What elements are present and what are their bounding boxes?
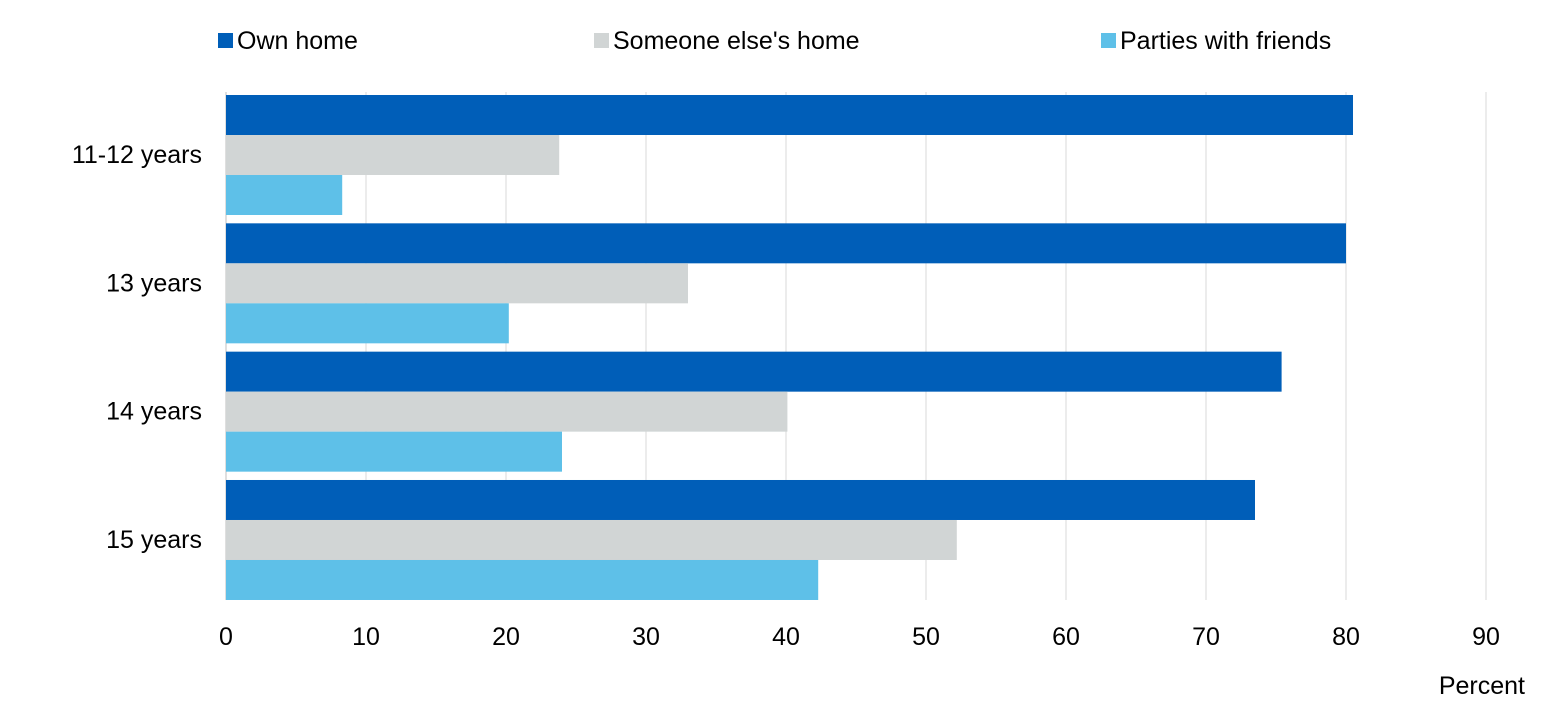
bar: [226, 391, 788, 432]
bar: [226, 351, 1282, 392]
legend-label: Parties with friends: [1120, 27, 1331, 55]
legend-item: Someone else's home: [594, 27, 860, 55]
y-tick-label: 13 years: [106, 269, 202, 297]
legend: Own home Someone else's home Parties with …: [218, 27, 1331, 55]
bar: [226, 559, 819, 600]
y-tick-label: 14 years: [106, 398, 202, 426]
x-axis-tick-labels: 0 10 20 30 40 50 60 70 80 90: [219, 623, 1500, 651]
x-tick-label: 0: [219, 623, 233, 651]
x-tick-label: 90: [1472, 623, 1500, 651]
legend-label: Own home: [237, 27, 358, 55]
x-tick-label: 70: [1192, 623, 1220, 651]
legend-item: Parties with friends: [1101, 27, 1331, 55]
x-tick-label: 60: [1052, 623, 1080, 651]
x-axis-label: Percent: [1439, 672, 1525, 700]
x-tick-label: 10: [352, 623, 380, 651]
bar: [226, 519, 957, 560]
bar: [226, 175, 343, 215]
legend-label: Someone else's home: [613, 27, 860, 55]
legend-swatch: [594, 33, 609, 48]
y-tick-label: 15 years: [106, 526, 202, 554]
bar: [226, 135, 560, 175]
x-tick-label: 30: [632, 623, 660, 651]
bar: [226, 479, 1255, 520]
bars: [226, 95, 1353, 600]
x-tick-label: 80: [1332, 623, 1360, 651]
x-tick-label: 20: [492, 623, 520, 651]
bar: [226, 223, 1346, 264]
bar: [226, 303, 509, 344]
legend-item: Own home: [218, 27, 358, 55]
y-axis-tick-labels: 11-12 years 13 years 14 years 15 years: [72, 141, 202, 554]
legend-swatch: [218, 33, 233, 48]
bar: [226, 263, 688, 304]
gridlines: [225, 92, 1487, 600]
bar: [226, 431, 562, 472]
x-tick-label: 50: [912, 623, 940, 651]
y-tick-label: 11-12 years: [72, 141, 202, 169]
x-tick-label: 40: [772, 623, 800, 651]
legend-swatch: [1101, 33, 1116, 48]
bar: [226, 95, 1353, 135]
